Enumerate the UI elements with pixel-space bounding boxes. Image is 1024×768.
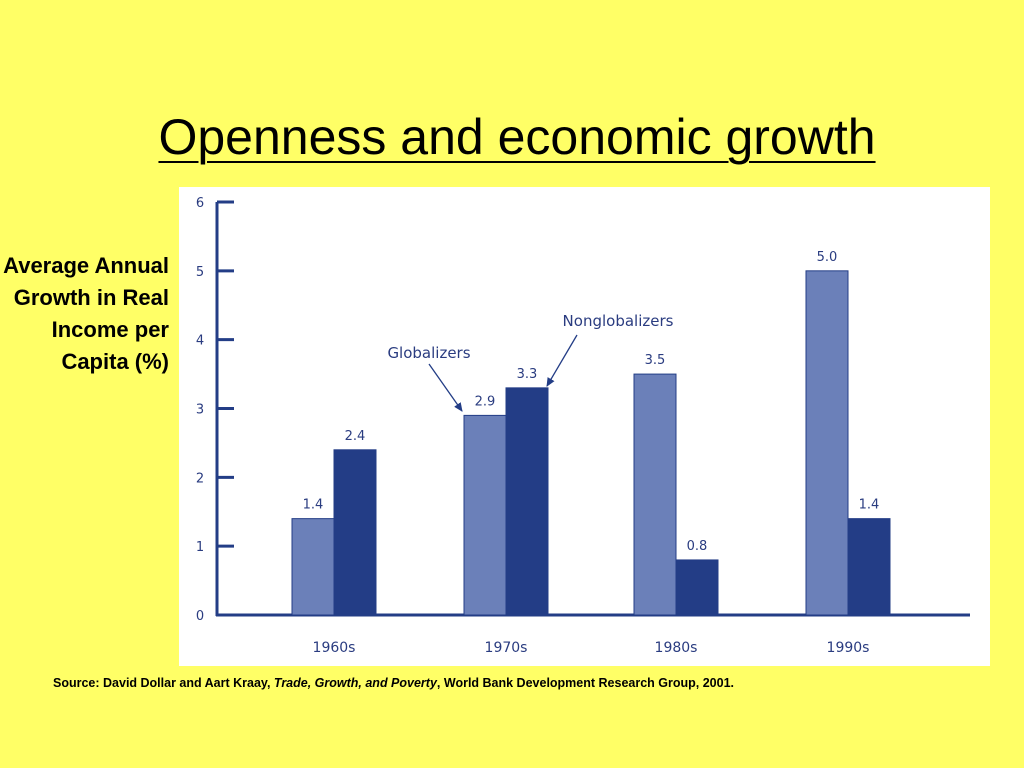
data-label-nonglobalizers-1970s: 3.3 [517, 367, 538, 382]
bar-globalizers-1980s [633, 373, 677, 616]
x-tick-label-1990s: 1990s [827, 640, 870, 656]
y-tick-label-3: 3 [196, 403, 204, 418]
y-tick-label-1: 1 [196, 540, 204, 555]
data-label-globalizers-1970s: 2.9 [475, 394, 496, 409]
y-tick-label-4: 4 [196, 334, 204, 349]
x-tick-label-1960s: 1960s [313, 640, 356, 656]
source-book-title: Trade, Growth, and Poverty [273, 676, 437, 690]
bar-nonglobalizers-1980s [675, 559, 719, 616]
data-label-globalizers-1980s: 3.5 [645, 353, 666, 368]
annotation-globalizers: Globalizers [387, 344, 470, 362]
data-label-globalizers-1960s: 1.4 [303, 498, 324, 513]
source-citation: Source: David Dollar and Aart Kraay, Tra… [53, 676, 734, 690]
data-label-nonglobalizers-1980s: 0.8 [687, 539, 708, 554]
data-label-globalizers-1990s: 5.0 [817, 250, 838, 265]
y-tick-label-2: 2 [196, 471, 204, 486]
bar-globalizers-1960s [291, 518, 335, 616]
chart-y-axis-label: Average Annual Growth in Real Income per… [3, 253, 169, 374]
source-prefix: Source: David Dollar and Aart Kraay, [53, 676, 274, 690]
bar-chart: 0 1 2 3 4 5 6 1.4 2.4 1960s 2.9 3.3 1970s 3.5 0.8 1980s… [196, 196, 970, 656]
y-tick-label-6: 6 [196, 196, 204, 211]
bar-nonglobalizers-1990s [847, 518, 891, 616]
bar-nonglobalizers-1970s [505, 387, 549, 616]
data-label-nonglobalizers-1990s: 1.4 [859, 498, 880, 513]
chart-panel: 0 1 2 3 4 5 6 1.4 2.4 1960s 2.9 3.3 1970s 3.5 0.8 1980s… [179, 187, 990, 666]
annotation-arrow-globalizers [428, 363, 463, 412]
bar-nonglobalizers-1960s [333, 449, 377, 616]
y-tick-label-5: 5 [196, 265, 204, 280]
source-suffix: , World Bank Development Research Group,… [436, 676, 735, 690]
annotation-arrow-nonglobalizers [546, 334, 578, 387]
bar-globalizers-1970s [463, 414, 507, 616]
y-tick-label-0: 0 [196, 609, 204, 624]
annotation-nonglobalizers: Nonglobalizers [563, 312, 674, 330]
slide-title: Openness and economic growth [158, 109, 876, 165]
x-tick-label-1980s: 1980s [655, 640, 698, 656]
data-label-nonglobalizers-1960s: 2.4 [345, 429, 366, 444]
x-tick-label-1970s: 1970s [485, 640, 528, 656]
bar-globalizers-1990s [805, 270, 849, 616]
